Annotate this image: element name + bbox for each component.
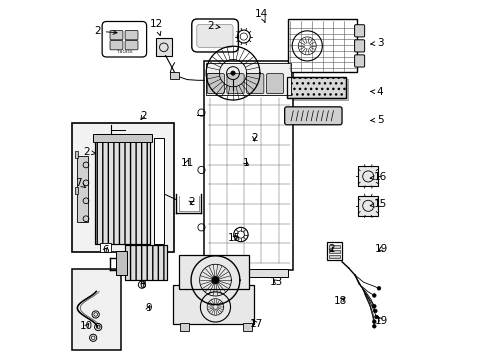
Text: 7: 7 <box>75 178 85 188</box>
Circle shape <box>373 309 376 313</box>
FancyBboxPatch shape <box>284 107 341 125</box>
Bar <box>94 138 150 244</box>
Bar <box>125 245 166 280</box>
Bar <box>74 187 78 194</box>
FancyBboxPatch shape <box>191 19 238 52</box>
Text: 2: 2 <box>327 244 334 254</box>
Circle shape <box>376 287 380 290</box>
Text: 19: 19 <box>374 244 387 254</box>
Text: 15: 15 <box>227 233 241 243</box>
Bar <box>357 196 378 216</box>
FancyBboxPatch shape <box>207 74 224 94</box>
Bar <box>287 19 357 72</box>
Circle shape <box>211 276 219 284</box>
Bar <box>77 156 88 222</box>
Text: T#1816: T#1816 <box>117 50 133 54</box>
Text: 2: 2 <box>140 111 146 121</box>
Bar <box>286 77 346 98</box>
FancyBboxPatch shape <box>354 55 364 67</box>
FancyBboxPatch shape <box>246 74 264 94</box>
Bar <box>72 123 174 252</box>
Circle shape <box>372 324 375 328</box>
Bar <box>180 323 188 330</box>
Bar <box>209 269 287 277</box>
Text: 10: 10 <box>80 321 93 331</box>
Text: 16: 16 <box>369 172 386 182</box>
Bar <box>125 245 166 280</box>
Text: 4: 4 <box>370 87 383 97</box>
Text: 6: 6 <box>102 245 108 255</box>
FancyBboxPatch shape <box>110 31 122 40</box>
Bar <box>116 251 126 275</box>
FancyBboxPatch shape <box>226 74 244 94</box>
Text: 19: 19 <box>374 316 387 325</box>
Circle shape <box>374 315 378 319</box>
Circle shape <box>230 71 235 75</box>
Text: 2: 2 <box>251 133 257 143</box>
Circle shape <box>372 320 375 323</box>
Text: 14: 14 <box>255 9 268 22</box>
FancyBboxPatch shape <box>196 24 233 47</box>
Bar <box>100 243 111 252</box>
FancyBboxPatch shape <box>102 22 146 57</box>
Bar <box>328 245 340 248</box>
Bar <box>170 72 179 78</box>
FancyBboxPatch shape <box>266 74 283 94</box>
Bar <box>328 250 340 253</box>
Bar <box>94 138 150 244</box>
Bar <box>328 255 340 258</box>
Circle shape <box>372 305 375 308</box>
Text: 3: 3 <box>370 38 383 48</box>
Bar <box>206 63 291 95</box>
Text: 15: 15 <box>369 199 386 210</box>
Bar <box>326 242 341 260</box>
FancyBboxPatch shape <box>125 31 138 40</box>
Bar <box>288 79 347 100</box>
Text: 1: 1 <box>243 158 249 168</box>
Bar <box>72 269 121 350</box>
Text: 5: 5 <box>370 115 383 125</box>
Text: 2: 2 <box>188 197 194 207</box>
Bar <box>173 285 254 324</box>
Text: 9: 9 <box>145 303 151 314</box>
Bar <box>204 60 293 270</box>
Text: 2: 2 <box>94 26 117 36</box>
Bar <box>93 134 152 141</box>
Text: 18: 18 <box>333 296 346 306</box>
Bar <box>286 77 346 98</box>
Text: 12: 12 <box>150 19 163 35</box>
Text: 2: 2 <box>207 21 220 31</box>
Text: 2: 2 <box>83 147 96 157</box>
Text: 8: 8 <box>139 280 145 290</box>
FancyBboxPatch shape <box>354 40 364 52</box>
Text: 17: 17 <box>249 319 262 329</box>
Bar <box>154 138 164 244</box>
Bar <box>242 323 251 330</box>
Bar <box>74 151 78 158</box>
Text: 11: 11 <box>180 158 193 168</box>
FancyBboxPatch shape <box>354 25 364 37</box>
Bar <box>357 166 378 186</box>
FancyBboxPatch shape <box>125 41 138 50</box>
FancyBboxPatch shape <box>110 41 122 50</box>
Bar <box>179 255 248 289</box>
Text: 13: 13 <box>269 277 283 287</box>
Bar <box>156 39 171 55</box>
Circle shape <box>372 294 375 297</box>
